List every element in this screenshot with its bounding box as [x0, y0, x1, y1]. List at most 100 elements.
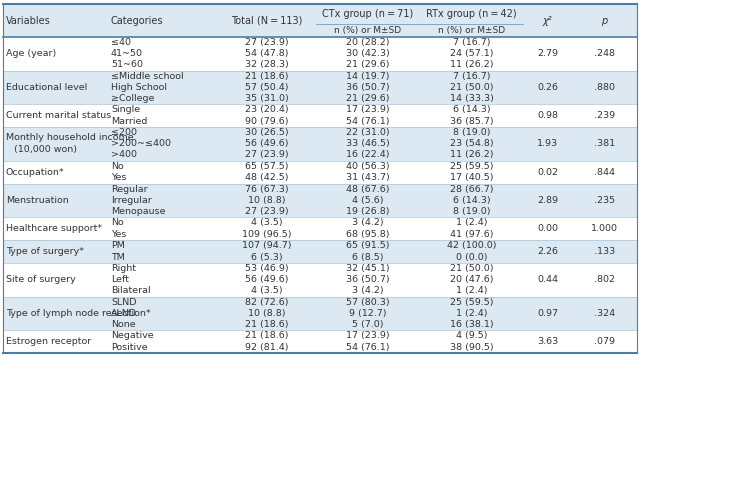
Text: 65 (91.5): 65 (91.5) — [346, 241, 390, 250]
Text: 82 (72.6): 82 (72.6) — [245, 297, 289, 306]
Text: TM: TM — [111, 253, 125, 262]
Text: 4 (3.5): 4 (3.5) — [252, 218, 283, 227]
Text: n (%) or M±SD: n (%) or M±SD — [438, 26, 505, 35]
Text: >200~≤400: >200~≤400 — [111, 139, 171, 148]
Text: 23 (54.8): 23 (54.8) — [450, 139, 494, 148]
Text: 23 (20.4): 23 (20.4) — [245, 105, 289, 114]
Text: ≤200: ≤200 — [111, 128, 137, 137]
Text: 21 (18.6): 21 (18.6) — [245, 331, 289, 340]
Text: 14 (19.7): 14 (19.7) — [346, 71, 390, 80]
Text: SLND: SLND — [111, 297, 136, 306]
Text: 3.63: 3.63 — [537, 337, 558, 346]
Text: 54 (76.1): 54 (76.1) — [346, 117, 390, 126]
Text: 4 (5.6): 4 (5.6) — [352, 196, 383, 205]
Text: 25 (59.5): 25 (59.5) — [450, 162, 494, 171]
Text: 17 (23.9): 17 (23.9) — [346, 331, 390, 340]
Text: 32 (28.3): 32 (28.3) — [245, 60, 289, 69]
Text: 38 (90.5): 38 (90.5) — [450, 343, 494, 352]
Text: ≤Middle school: ≤Middle school — [111, 71, 184, 80]
Text: Regular: Regular — [111, 185, 148, 194]
Text: 30 (42.3): 30 (42.3) — [346, 49, 390, 58]
Text: 31 (43.7): 31 (43.7) — [346, 173, 390, 182]
Text: 51~60: 51~60 — [111, 60, 143, 69]
Text: .880: .880 — [594, 83, 615, 92]
Text: ≥College: ≥College — [111, 94, 155, 103]
Bar — [3, 296, 637, 330]
Text: 6 (5.3): 6 (5.3) — [252, 253, 283, 262]
Text: Menstruation: Menstruation — [6, 196, 69, 205]
Text: >400: >400 — [111, 150, 137, 159]
Text: Right: Right — [111, 264, 136, 273]
Text: Current marital status: Current marital status — [6, 111, 112, 120]
Bar — [3, 104, 637, 127]
Text: Site of surgery: Site of surgery — [6, 275, 76, 284]
Bar — [3, 240, 637, 263]
Bar — [3, 217, 637, 240]
Text: 6 (14.3): 6 (14.3) — [453, 196, 491, 205]
Text: 42 (100.0): 42 (100.0) — [447, 241, 496, 250]
Text: 30 (26.5): 30 (26.5) — [245, 128, 289, 137]
Bar — [3, 184, 637, 217]
Text: 56 (49.6): 56 (49.6) — [245, 275, 289, 284]
Text: Type of lymph node resection*: Type of lymph node resection* — [6, 309, 151, 318]
Text: 17 (23.9): 17 (23.9) — [346, 105, 390, 114]
Text: 21 (50.0): 21 (50.0) — [450, 83, 494, 92]
Text: 17 (40.5): 17 (40.5) — [450, 173, 494, 182]
Text: 56 (49.6): 56 (49.6) — [245, 139, 289, 148]
Text: 27 (23.9): 27 (23.9) — [245, 207, 289, 216]
Text: 24 (57.1): 24 (57.1) — [450, 49, 494, 58]
Text: 3 (4.2): 3 (4.2) — [352, 286, 383, 295]
Text: 32 (45.1): 32 (45.1) — [346, 264, 390, 273]
Text: RTx group (n = 42): RTx group (n = 42) — [426, 9, 517, 19]
Text: 25 (59.5): 25 (59.5) — [450, 297, 494, 306]
Text: 10 (8.8): 10 (8.8) — [249, 309, 286, 318]
Text: 1 (2.4): 1 (2.4) — [456, 218, 487, 227]
Bar — [3, 4, 637, 37]
Text: 21 (18.6): 21 (18.6) — [245, 320, 289, 329]
Text: 8 (19.0): 8 (19.0) — [453, 128, 490, 137]
Text: No: No — [111, 218, 124, 227]
Text: 57 (50.4): 57 (50.4) — [245, 83, 289, 92]
Text: 40 (56.3): 40 (56.3) — [346, 162, 390, 171]
Text: Total (N = 113): Total (N = 113) — [231, 15, 303, 25]
Bar — [3, 263, 637, 296]
Text: 8 (19.0): 8 (19.0) — [453, 207, 490, 216]
Text: χ²: χ² — [542, 15, 553, 25]
Text: 1.000: 1.000 — [591, 224, 618, 233]
Text: 21 (29.6): 21 (29.6) — [346, 94, 390, 103]
Text: 27 (23.9): 27 (23.9) — [245, 38, 289, 47]
Text: 14 (33.3): 14 (33.3) — [450, 94, 494, 103]
Text: 3 (4.2): 3 (4.2) — [352, 218, 383, 227]
Text: 21 (50.0): 21 (50.0) — [450, 264, 494, 273]
Text: 11 (26.2): 11 (26.2) — [450, 150, 494, 159]
Text: Single: Single — [111, 105, 140, 114]
Text: Healthcare support*: Healthcare support* — [6, 224, 102, 233]
Text: ≤40: ≤40 — [111, 38, 131, 47]
Bar — [3, 127, 637, 161]
Text: 53 (46.9): 53 (46.9) — [245, 264, 289, 273]
Text: Type of surgery*: Type of surgery* — [6, 247, 84, 256]
Text: 35 (31.0): 35 (31.0) — [245, 94, 289, 103]
Text: 90 (79.6): 90 (79.6) — [245, 117, 289, 126]
Text: 48 (42.5): 48 (42.5) — [245, 173, 289, 182]
Text: CTx group (n = 71): CTx group (n = 71) — [322, 9, 413, 19]
Text: .239: .239 — [594, 111, 615, 120]
Text: Left: Left — [111, 275, 129, 284]
Text: 27 (23.9): 27 (23.9) — [245, 150, 289, 159]
Text: 1 (2.4): 1 (2.4) — [456, 309, 487, 318]
Text: Estrogen receptor: Estrogen receptor — [6, 337, 91, 346]
Text: Educational level: Educational level — [6, 83, 87, 92]
Text: 7 (16.7): 7 (16.7) — [453, 38, 490, 47]
Text: 57 (80.3): 57 (80.3) — [346, 297, 390, 306]
Text: 6 (14.3): 6 (14.3) — [453, 105, 491, 114]
Text: No: No — [111, 162, 124, 171]
Text: 0.02: 0.02 — [537, 168, 558, 177]
Text: Yes: Yes — [111, 173, 126, 182]
Text: 28 (66.7): 28 (66.7) — [450, 185, 494, 194]
Text: .802: .802 — [594, 275, 615, 284]
Text: 11 (26.2): 11 (26.2) — [450, 60, 494, 69]
Text: 1 (2.4): 1 (2.4) — [456, 286, 487, 295]
Text: 6 (8.5): 6 (8.5) — [352, 253, 383, 262]
Text: Bilateral: Bilateral — [111, 286, 151, 295]
Text: Categories: Categories — [111, 15, 163, 25]
